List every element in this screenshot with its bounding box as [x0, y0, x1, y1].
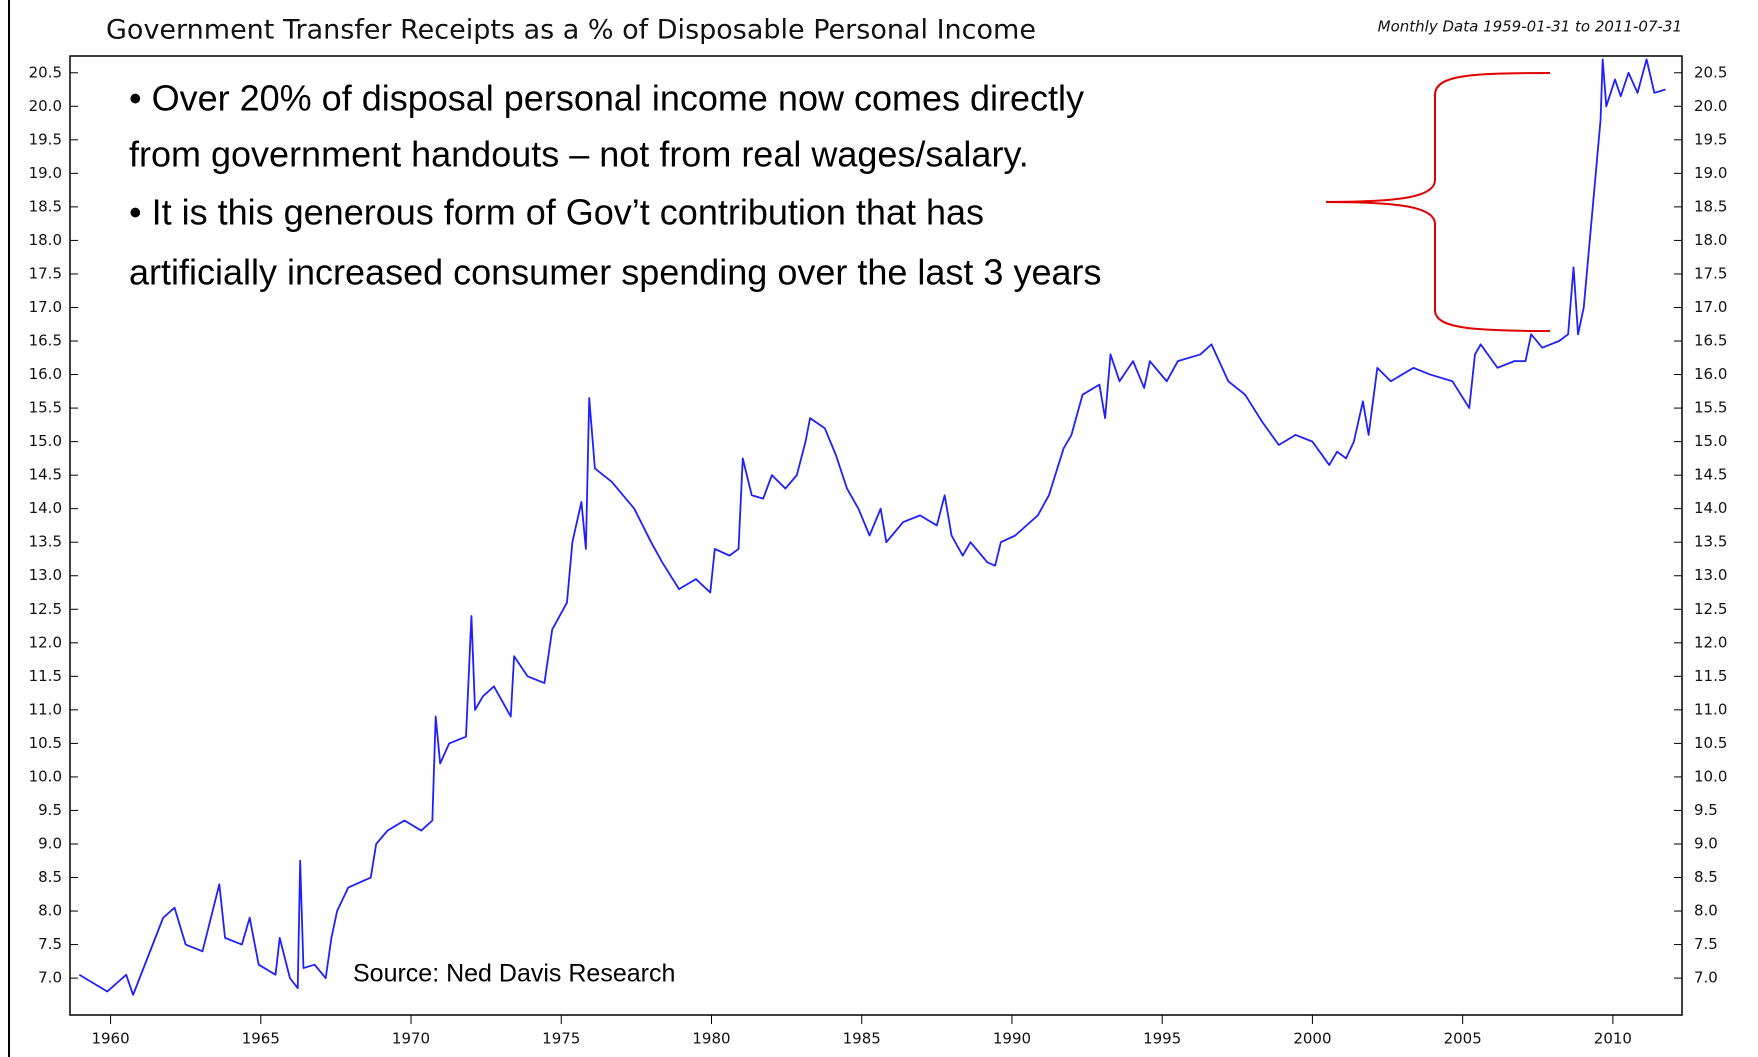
x-tick-label: 1985	[843, 1030, 881, 1048]
x-tick-label: 2000	[1293, 1030, 1331, 1048]
y2-tick-label: 14.0	[1694, 499, 1727, 517]
y2-tick-label: 7.5	[1694, 935, 1718, 953]
annotation: from government handouts – not from real…	[129, 134, 1029, 175]
y-tick-label: 12.0	[29, 633, 62, 651]
x-tick-label: 1970	[392, 1030, 430, 1048]
y2-tick-label: 17.5	[1694, 264, 1727, 282]
y-tick-label: 10.0	[29, 767, 62, 785]
y-tick-label: 17.5	[29, 264, 62, 282]
y-tick-label: 9.0	[38, 834, 62, 852]
y-tick-label: 16.0	[29, 365, 62, 383]
y2-tick-label: 13.0	[1694, 566, 1727, 584]
y-tick-label: 17.0	[29, 298, 62, 316]
y2-tick-label: 10.5	[1694, 734, 1727, 752]
y-tick-label: 18.5	[29, 197, 62, 215]
y-tick-label: 19.5	[29, 130, 62, 148]
y2-tick-label: 8.0	[1694, 902, 1718, 920]
y-tick-label: 10.5	[29, 734, 62, 752]
y-tick-label: 8.5	[38, 868, 62, 886]
y2-tick-label: 13.5	[1694, 533, 1727, 551]
brace	[1325, 72, 1551, 332]
annotation: • Over 20% of disposal personal income n…	[129, 78, 1084, 119]
y-tick-label: 18.0	[29, 231, 62, 249]
y-tick-label: 16.5	[29, 332, 62, 350]
chart-subtitle: Monthly Data 1959-01-31 to 2011-07-31	[1378, 18, 1682, 36]
y-tick-label: 9.5	[38, 801, 62, 819]
y-tick-label: 15.0	[29, 432, 62, 450]
y-tick-label: 15.5	[29, 399, 62, 417]
annotation: artificially increased consumer spending…	[129, 252, 1101, 293]
y-tick-label: 14.5	[29, 466, 62, 484]
y2-tick-label: 16.5	[1694, 332, 1727, 350]
y2-tick-label: 19.0	[1694, 164, 1727, 182]
y-tick-label: 8.0	[38, 902, 62, 920]
y2-tick-label: 18.5	[1694, 197, 1727, 215]
y2-tick-label: 12.0	[1694, 633, 1727, 651]
y-tick-label: 13.0	[29, 566, 62, 584]
source-note: Source: Ned Davis Research	[353, 960, 675, 988]
chart-title: Government Transfer Receipts as a % of D…	[106, 15, 1036, 46]
y2-tick-label: 17.0	[1694, 298, 1727, 316]
y-tick-label: 19.0	[29, 164, 62, 182]
plot-area: 7.0 7.0 7.5 7.5 8.0 8.0 8.5 8.5 9.0 9.0 9.5 9.5 10.0…	[29, 58, 1727, 1048]
x-tick-label: 1990	[993, 1030, 1031, 1048]
y2-tick-label: 20.0	[1694, 97, 1727, 115]
y2-tick-label: 8.5	[1694, 868, 1718, 886]
y2-tick-label: 10.0	[1694, 767, 1727, 785]
y2-tick-label: 11.0	[1694, 700, 1727, 718]
x-tick-label: 2005	[1444, 1030, 1482, 1048]
x-tick-label: 1995	[1143, 1030, 1181, 1048]
y-tick-label: 13.5	[29, 533, 62, 551]
x-tick-label: 1980	[692, 1030, 730, 1048]
y-tick-label: 7.0	[38, 969, 62, 987]
plot-frame	[69, 55, 1683, 1016]
y2-tick-label: 12.5	[1694, 600, 1727, 618]
y-tick-label: 12.5	[29, 600, 62, 618]
y2-tick-label: 19.5	[1694, 130, 1727, 148]
y2-tick-label: 16.0	[1694, 365, 1727, 383]
y2-tick-label: 11.5	[1694, 667, 1727, 685]
y-tick-label: 14.0	[29, 499, 62, 517]
y2-tick-label: 20.5	[1694, 63, 1727, 81]
y2-tick-label: 18.0	[1694, 231, 1727, 249]
annotation: • It is this generous form of Gov’t cont…	[129, 192, 984, 233]
y-tick-label: 11.5	[29, 667, 62, 685]
y2-tick-label: 7.0	[1694, 969, 1718, 987]
x-tick-label: 2010	[1594, 1030, 1632, 1048]
y2-tick-label: 9.0	[1694, 834, 1718, 852]
y2-tick-label: 9.5	[1694, 801, 1718, 819]
x-tick-label: 1975	[542, 1030, 580, 1048]
y-tick-label: 7.5	[38, 935, 62, 953]
y-tick-label: 20.0	[29, 97, 62, 115]
y-tick-label: 11.0	[29, 700, 62, 718]
data-line	[78, 58, 1666, 996]
y2-tick-label: 15.0	[1694, 432, 1727, 450]
y2-tick-label: 14.5	[1694, 466, 1727, 484]
x-tick-label: 1960	[91, 1030, 129, 1048]
x-tick-label: 1965	[242, 1030, 280, 1048]
y2-tick-label: 15.5	[1694, 399, 1727, 417]
y-tick-label: 20.5	[29, 63, 62, 81]
